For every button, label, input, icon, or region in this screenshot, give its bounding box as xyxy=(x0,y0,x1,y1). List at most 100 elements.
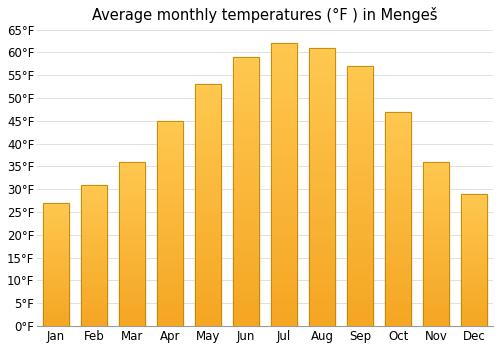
Bar xyxy=(309,124,335,128)
Bar xyxy=(423,176,449,178)
Bar xyxy=(385,264,411,267)
Bar xyxy=(43,223,69,224)
Bar xyxy=(271,50,297,54)
Bar xyxy=(385,275,411,278)
Bar xyxy=(423,225,449,228)
Bar xyxy=(233,229,259,232)
Bar xyxy=(157,306,183,308)
Bar xyxy=(423,219,449,221)
Bar xyxy=(309,86,335,90)
Bar xyxy=(385,152,411,155)
Bar xyxy=(461,296,487,298)
Bar xyxy=(347,118,373,121)
Bar xyxy=(347,297,373,300)
Bar xyxy=(271,93,297,96)
Bar xyxy=(385,117,411,120)
Bar xyxy=(423,285,449,287)
Bar xyxy=(119,180,145,182)
Bar xyxy=(195,253,221,257)
Bar xyxy=(195,250,221,253)
Bar xyxy=(423,293,449,295)
Bar xyxy=(309,58,335,62)
Bar xyxy=(423,276,449,279)
Bar xyxy=(347,206,373,209)
Bar xyxy=(385,304,411,307)
Bar xyxy=(309,90,335,93)
Bar xyxy=(271,319,297,322)
Bar xyxy=(157,308,183,310)
Bar xyxy=(271,308,297,312)
Bar xyxy=(271,170,297,174)
Bar xyxy=(271,305,297,308)
Bar xyxy=(195,184,221,187)
Bar xyxy=(385,181,411,184)
Bar xyxy=(81,259,107,260)
Bar xyxy=(195,133,221,136)
Bar xyxy=(81,290,107,292)
Bar xyxy=(195,320,221,323)
Bar xyxy=(271,128,297,132)
Bar xyxy=(347,222,373,225)
Bar xyxy=(423,228,449,230)
Bar xyxy=(81,305,107,307)
Bar xyxy=(309,166,335,169)
Bar xyxy=(309,229,335,232)
Bar xyxy=(157,275,183,277)
Bar xyxy=(43,283,69,284)
Bar xyxy=(81,319,107,321)
Bar xyxy=(43,309,69,310)
Bar xyxy=(119,322,145,324)
Bar xyxy=(43,246,69,247)
Bar xyxy=(461,300,487,301)
Bar xyxy=(233,131,259,134)
Bar xyxy=(195,238,221,242)
Bar xyxy=(423,201,449,203)
Bar xyxy=(119,303,145,306)
Bar xyxy=(461,308,487,309)
Bar xyxy=(43,220,69,221)
Bar xyxy=(233,84,259,87)
Bar xyxy=(347,141,373,144)
Bar xyxy=(119,244,145,246)
Bar xyxy=(309,284,335,288)
Bar xyxy=(347,264,373,267)
Bar xyxy=(423,283,449,285)
Bar xyxy=(43,287,69,289)
Bar xyxy=(81,246,107,248)
Bar xyxy=(195,136,221,139)
Bar xyxy=(309,215,335,218)
Bar xyxy=(309,55,335,58)
Bar xyxy=(423,287,449,289)
Bar xyxy=(461,260,487,261)
Bar xyxy=(461,283,487,285)
Bar xyxy=(195,127,221,130)
Bar xyxy=(385,315,411,318)
Bar xyxy=(461,237,487,238)
Bar xyxy=(157,126,183,128)
Bar xyxy=(461,243,487,245)
Bar xyxy=(157,167,183,169)
Bar xyxy=(81,275,107,276)
Bar xyxy=(347,284,373,287)
Bar xyxy=(271,79,297,82)
Bar xyxy=(157,141,183,144)
Bar xyxy=(157,290,183,293)
Bar xyxy=(309,243,335,246)
Bar xyxy=(385,214,411,216)
Bar xyxy=(461,229,487,230)
Bar xyxy=(195,166,221,169)
Bar xyxy=(309,190,335,194)
Bar xyxy=(195,317,221,320)
Bar xyxy=(309,65,335,69)
Bar xyxy=(309,187,335,190)
Bar xyxy=(43,214,69,215)
Bar xyxy=(43,264,69,266)
Bar xyxy=(81,206,107,208)
Bar xyxy=(233,70,259,74)
Bar xyxy=(43,284,69,286)
Bar xyxy=(233,195,259,198)
Bar xyxy=(309,322,335,326)
Bar xyxy=(195,148,221,151)
Bar xyxy=(119,260,145,262)
Bar xyxy=(81,187,107,188)
